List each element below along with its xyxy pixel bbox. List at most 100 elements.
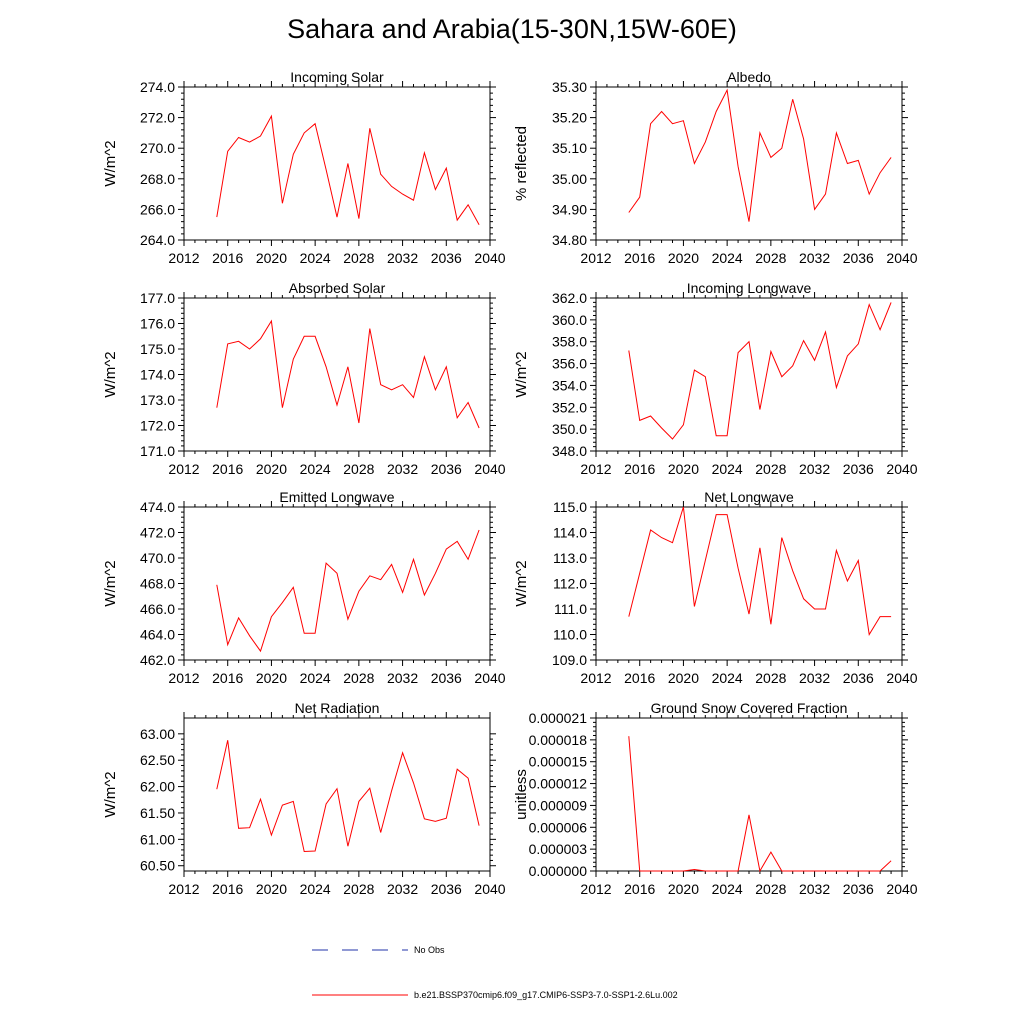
x-tick-label: 2028: [343, 670, 374, 686]
panel-title: Net Radiation: [295, 700, 380, 716]
x-tick-label: 2020: [256, 461, 287, 477]
y-tick-label: 350.0: [552, 421, 587, 437]
plot-frame: [595, 297, 903, 452]
y-tick-label: 173.0: [140, 392, 175, 408]
x-tick-label: 2040: [474, 250, 505, 266]
x-tick-label: 2024: [712, 670, 743, 686]
y-tick-label: 175.0: [140, 341, 175, 357]
x-tick-label: 2016: [624, 250, 655, 266]
y-axis-label: W/m^2: [513, 351, 530, 397]
x-tick-label: 2036: [843, 250, 874, 266]
x-tick-label: 2012: [168, 881, 199, 897]
x-tick-label: 2012: [580, 461, 611, 477]
x-tick-label: 2024: [300, 461, 331, 477]
x-tick-label: 2032: [799, 461, 830, 477]
panel-title: Emitted Longwave: [279, 489, 394, 505]
x-tick-label: 2012: [580, 250, 611, 266]
y-tick-label: 0.000009: [529, 797, 588, 813]
x-tick-label: 2016: [624, 670, 655, 686]
y-tick-label: 35.20: [552, 110, 587, 126]
series-line: [628, 88, 892, 222]
x-tick-label: 2032: [387, 250, 418, 266]
y-tick-label: 60.50: [140, 858, 175, 874]
y-tick-label: 272.0: [140, 110, 175, 126]
x-tick-label: 2024: [712, 461, 743, 477]
panel-title: Absorbed Solar: [289, 280, 386, 296]
x-tick-label: 2016: [212, 461, 243, 477]
y-tick-label: 0.000012: [529, 776, 588, 792]
page-title: Sahara and Arabia(15-30N,15W-60E): [287, 14, 737, 44]
x-tick-label: 2016: [212, 250, 243, 266]
y-tick-label: 171.0: [140, 443, 175, 459]
y-tick-label: 472.0: [140, 525, 175, 541]
x-tick-label: 2036: [431, 250, 462, 266]
x-tick-label: 2028: [755, 881, 786, 897]
y-tick-label: 474.0: [140, 499, 175, 515]
x-tick-label: 2040: [886, 670, 917, 686]
y-tick-label: 0.000003: [529, 841, 588, 857]
y-tick-label: 348.0: [552, 443, 587, 459]
series-line: [216, 740, 480, 853]
y-axis-label: unitless: [513, 769, 530, 820]
y-tick-label: 172.0: [140, 418, 175, 434]
y-tick-label: 177.0: [140, 290, 175, 306]
y-axis-label: % reflected: [513, 126, 530, 201]
y-axis-label: W/m^2: [102, 771, 119, 817]
series-line: [216, 114, 480, 225]
x-tick-label: 2020: [668, 670, 699, 686]
x-tick-label: 2032: [387, 670, 418, 686]
panel-title: Ground Snow Covered Fraction: [651, 700, 848, 716]
x-tick-label: 2024: [300, 250, 331, 266]
x-tick-label: 2020: [256, 250, 287, 266]
x-tick-label: 2016: [624, 461, 655, 477]
y-tick-label: 264.0: [140, 232, 175, 248]
series-line: [628, 736, 892, 873]
y-axis-label: W/m^2: [513, 560, 530, 606]
x-tick-label: 2024: [300, 881, 331, 897]
legend-label-model: b.e21.BSSP370cmip6.f09_g17.CMIP6-SSP3-7.…: [414, 990, 678, 1000]
y-tick-label: 354.0: [552, 377, 587, 393]
y-tick-label: 462.0: [140, 652, 175, 668]
y-tick-label: 112.0: [553, 576, 587, 592]
y-tick-label: 358.0: [552, 334, 587, 350]
plot-frame: [595, 506, 903, 661]
series-line: [628, 506, 892, 636]
x-tick-label: 2032: [799, 881, 830, 897]
x-tick-label: 2012: [580, 881, 611, 897]
x-tick-label: 2040: [886, 881, 917, 897]
series-line: [628, 302, 892, 440]
legend-label-no-obs: No Obs: [414, 945, 445, 955]
x-tick-label: 2036: [431, 670, 462, 686]
y-tick-label: 109.0: [552, 652, 587, 668]
series-line: [216, 529, 480, 653]
x-tick-label: 2036: [843, 881, 874, 897]
series-line: [216, 319, 480, 429]
x-tick-label: 2024: [712, 881, 743, 897]
x-tick-label: 2016: [212, 670, 243, 686]
panel-title: Incoming Solar: [290, 69, 384, 85]
x-tick-label: 2032: [799, 670, 830, 686]
y-tick-label: 0.000000: [529, 863, 588, 879]
x-tick-label: 2016: [624, 881, 655, 897]
y-axis-label: W/m^2: [102, 560, 119, 606]
x-tick-label: 2028: [343, 461, 374, 477]
y-tick-label: 176.0: [140, 316, 175, 332]
plot-frame: [595, 717, 903, 872]
plot-frame: [183, 297, 491, 452]
y-tick-label: 466.0: [140, 601, 175, 617]
y-tick-label: 174.0: [140, 367, 175, 383]
x-tick-label: 2028: [755, 461, 786, 477]
y-tick-label: 360.0: [552, 312, 587, 328]
x-tick-label: 2020: [668, 250, 699, 266]
y-tick-label: 113.0: [553, 550, 587, 566]
x-tick-label: 2024: [712, 250, 743, 266]
x-tick-label: 2012: [168, 461, 199, 477]
y-tick-label: 111.0: [554, 601, 587, 617]
x-tick-label: 2024: [300, 670, 331, 686]
y-tick-label: 114.0: [553, 525, 587, 541]
x-tick-label: 2020: [256, 670, 287, 686]
x-tick-label: 2040: [886, 250, 917, 266]
x-tick-label: 2036: [843, 670, 874, 686]
x-tick-label: 2036: [431, 461, 462, 477]
